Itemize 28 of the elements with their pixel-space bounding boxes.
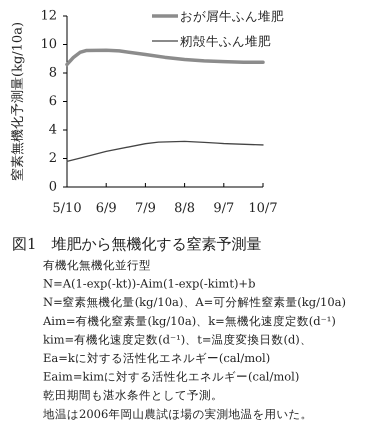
y-axis-title: 窒素無機化予測量(kg/10a) [10, 22, 26, 182]
y-tick-label: 2 [48, 151, 57, 166]
x-tick-label: 6/9 [96, 201, 117, 216]
legend-label: おが屑牛ふん堆肥 [180, 8, 284, 24]
text: 図1 堆肥から無機化する窒素予測量 [12, 235, 262, 253]
legend-label: 籾殻牛ふん堆肥 [180, 34, 271, 48]
y-tick-label: 12 [40, 8, 57, 24]
text: 地温は2006年岡山農試ほ場の実測地温を用いた。 [42, 406, 312, 421]
line-series [66, 140, 264, 162]
text: N=A(1-exp(-kt))-Aim(1-exp(-kimt)+b [43, 276, 256, 291]
y-tick-label: 8 [48, 66, 57, 80]
x-tick-label: 9/7 [213, 201, 234, 216]
x-tick-label: 7/9 [134, 201, 156, 216]
y-tick-label: 4 [48, 122, 57, 138]
y-tick-label: 10 [40, 37, 57, 52]
line-series [65, 48, 265, 66]
text: Aim=有機化窒素量(kg/10a)、k=無機化速度定数(d⁻¹) [42, 314, 336, 328]
text: 有機化無機化並行型 [43, 258, 151, 272]
text: Eaim=kimに対する活性化エネルギー(cal/mol) [43, 370, 300, 384]
y-tick-label: 6 [48, 94, 57, 109]
y-tick-label: 0 [48, 180, 57, 194]
text: 乾田期間も湛水条件として予測。 [43, 388, 223, 402]
x-tick-label: 8/8 [174, 201, 196, 216]
x-tick-label: 5/10 [52, 201, 82, 216]
text: Ea=kに対する活性化エネルギー(cal/mol) [43, 351, 270, 365]
x-tick-label: 10/7 [248, 201, 278, 216]
text: kim=有機化速度定数(d⁻¹)、t=温度変換日数(d)、 [43, 332, 312, 346]
text: N=窒素無機化量(kg/10a)、A=可分解性窒素量(kg/10a) [43, 295, 346, 310]
